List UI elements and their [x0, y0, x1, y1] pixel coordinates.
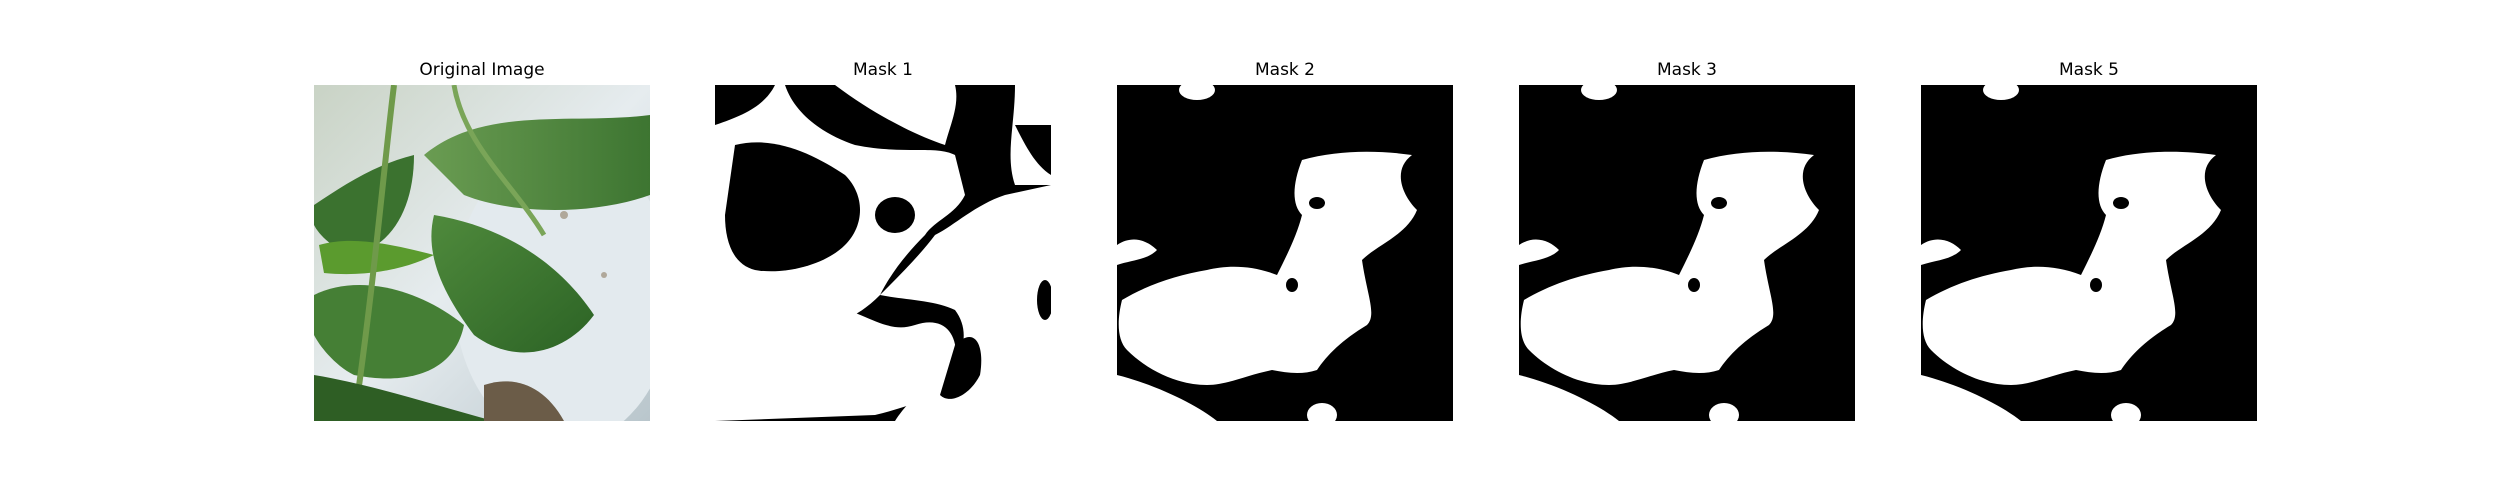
mask-1-image [715, 85, 1051, 421]
mask-2 [1117, 85, 1453, 421]
mask-2-image [1117, 85, 1453, 421]
mask-2-title: Mask 2 [1254, 60, 1315, 80]
mask-1 [715, 85, 1051, 421]
mask-3-title: Mask 3 [1656, 60, 1717, 80]
original-image-photo [314, 85, 650, 421]
mask-5 [1921, 85, 2257, 421]
mask-3 [1519, 85, 1855, 421]
mask-3-image [1519, 85, 1855, 421]
mask-1-title: Mask 1 [852, 60, 913, 80]
mask-5-image [1921, 85, 2257, 421]
mask-5-title: Mask 5 [2058, 60, 2119, 80]
original-image-title: Original Image [419, 60, 545, 80]
original-image [314, 85, 650, 421]
